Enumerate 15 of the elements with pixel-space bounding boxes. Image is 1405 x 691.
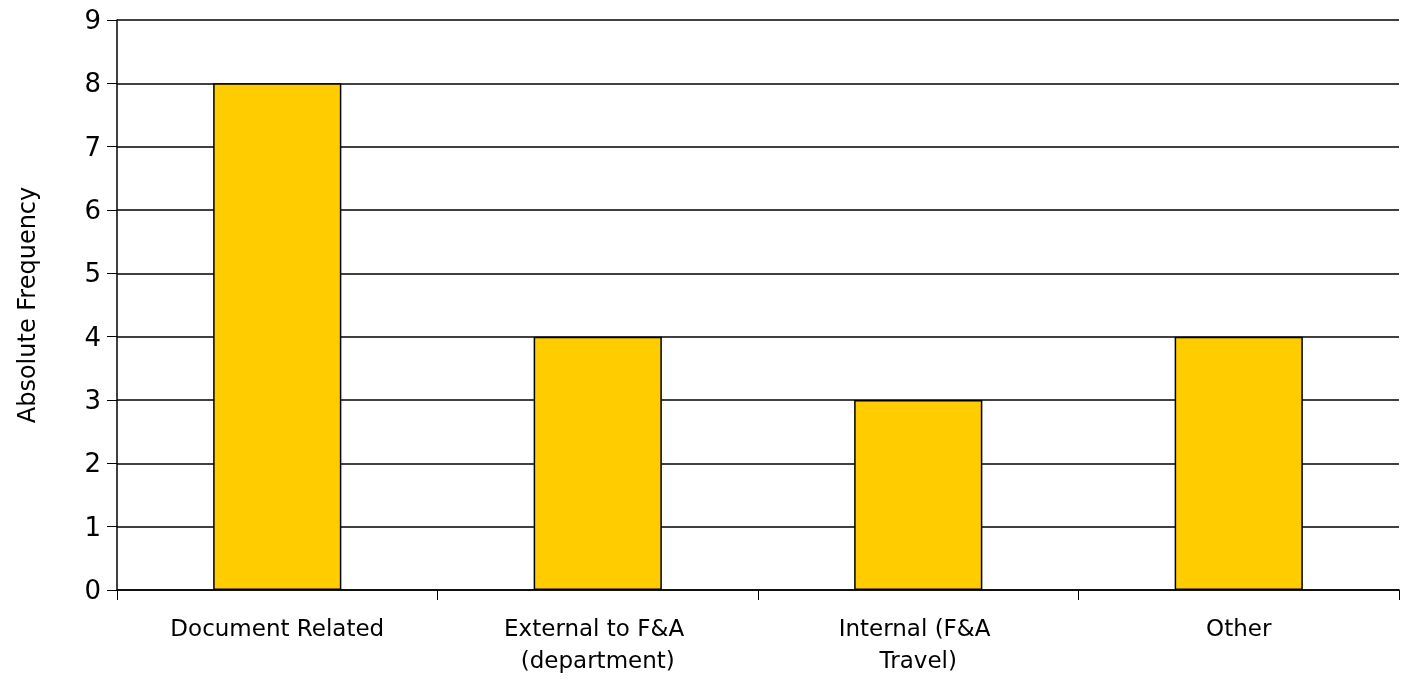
y-tick-label: 3 bbox=[84, 385, 101, 415]
y-tick-label: 2 bbox=[84, 448, 101, 479]
x-tick-label: Internal (F&A Travel) bbox=[838, 615, 998, 673]
x-tick-label: External to F&A (department) bbox=[504, 615, 692, 673]
y-tick-label: 0 bbox=[84, 575, 101, 605]
y-tick-label: 8 bbox=[84, 68, 101, 99]
y-tick-label: 9 bbox=[84, 5, 101, 35]
y-axis-title: Absolute Frequency bbox=[13, 186, 41, 424]
x-tick-label: Other bbox=[1206, 615, 1272, 641]
y-tick-label: 4 bbox=[84, 321, 101, 352]
y-tick-label: 6 bbox=[84, 195, 101, 225]
y-tick-label: 7 bbox=[84, 131, 101, 162]
x-tick-label: Document Related bbox=[170, 615, 385, 641]
y-tick-label: 1 bbox=[84, 511, 101, 542]
y-tick-label: 5 bbox=[84, 258, 101, 289]
